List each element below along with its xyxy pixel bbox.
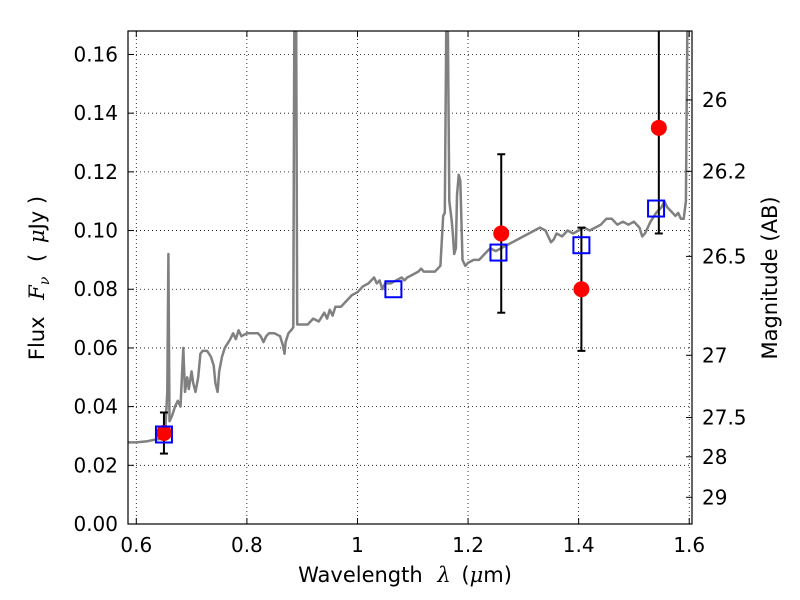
y2-tick-label: 26.5 <box>702 244 747 268</box>
spectrum-layer <box>128 31 689 444</box>
axis-ticks: 0.6 0.8 1 1.2 1.4 1.6 0.00 0.02 0.04 0.06 0.08 0.10… <box>73 31 747 557</box>
observed-point <box>493 225 510 242</box>
points-layer <box>154 119 667 444</box>
errorbar-layer <box>159 31 663 455</box>
y-tick-label: 0.14 <box>73 101 118 125</box>
model-point <box>154 425 173 444</box>
observed-point <box>573 281 590 298</box>
y-tick-label: 0.04 <box>73 395 118 419</box>
y2-tick-label: 26.2 <box>702 159 747 183</box>
y2-tick-label: 28 <box>702 445 727 469</box>
plot-frame <box>127 30 693 525</box>
x-tick-label: 1.4 <box>563 533 595 557</box>
y-tick-label: 0.06 <box>73 336 118 360</box>
x-tick-label: 0.8 <box>231 533 263 557</box>
model-point <box>489 243 508 262</box>
y2-tick-label: 29 <box>702 485 727 509</box>
grid-lines <box>128 31 692 525</box>
y-axis-title: Flux Fν ( μJy ) <box>25 196 54 360</box>
x-tick-label: 1.6 <box>673 533 705 557</box>
x-tick-label: 1.2 <box>452 533 484 557</box>
y2-tick-label: 27.5 <box>702 405 747 429</box>
observed-point <box>650 119 667 136</box>
model-point <box>384 280 403 299</box>
y2-tick-label: 26 <box>702 88 727 112</box>
y-tick-label: 0.02 <box>73 453 118 477</box>
y2-axis-title: Magnitude (AB) <box>758 196 782 359</box>
model-point <box>647 199 666 218</box>
spectrum-line <box>128 31 689 444</box>
x-tick-label: 1 <box>351 533 364 557</box>
y-tick-label: 0.00 <box>73 512 118 536</box>
observed-point <box>155 425 172 442</box>
x-tick-label: 0.6 <box>120 533 152 557</box>
y-tick-label: 0.10 <box>73 219 118 243</box>
x-axis-title: Wavelength λ (μm) <box>298 563 512 587</box>
y-tick-label: 0.12 <box>73 160 118 184</box>
y-tick-label: 0.08 <box>73 277 118 301</box>
y-tick-label: 0.16 <box>73 42 118 66</box>
model-point <box>572 236 591 255</box>
y2-tick-label: 27 <box>702 343 727 367</box>
